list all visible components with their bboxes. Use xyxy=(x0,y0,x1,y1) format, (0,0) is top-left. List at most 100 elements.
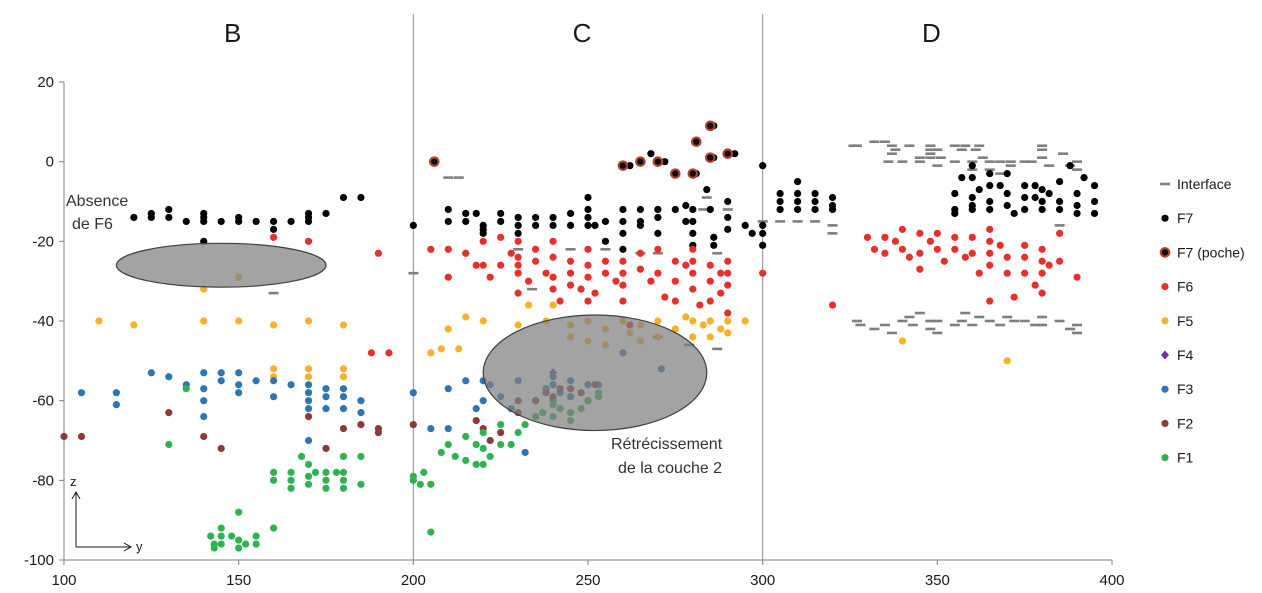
y-tick-label: -100 xyxy=(24,552,54,569)
data-point xyxy=(304,209,313,218)
data-point xyxy=(235,317,243,325)
data-point xyxy=(914,160,925,163)
data-point xyxy=(367,349,376,357)
y-tick-label: -60 xyxy=(32,393,54,410)
data-point xyxy=(525,301,533,309)
data-point xyxy=(322,393,330,401)
legend-marker xyxy=(1161,419,1169,427)
data-point xyxy=(235,217,243,226)
data-point xyxy=(444,217,452,226)
data-point xyxy=(794,177,802,186)
data-point xyxy=(1038,289,1046,297)
data-point xyxy=(1021,253,1029,261)
y-axis-letter: y xyxy=(136,539,143,554)
data-point xyxy=(883,160,894,163)
data-point xyxy=(357,452,365,461)
data-point xyxy=(689,217,697,226)
data-point xyxy=(712,347,723,351)
x-tick-label: 100 xyxy=(51,572,76,589)
data-point xyxy=(682,313,690,321)
zone-label-c: C xyxy=(573,18,592,48)
data-point xyxy=(462,249,470,257)
data-point xyxy=(1037,323,1048,327)
data-point xyxy=(984,168,995,171)
data-point xyxy=(654,269,662,277)
data-point xyxy=(690,136,702,148)
data-point xyxy=(886,152,897,155)
legend-marker xyxy=(1160,182,1170,186)
data-point xyxy=(332,468,341,476)
data-point xyxy=(699,321,707,329)
data-point xyxy=(712,251,723,255)
data-point xyxy=(1037,144,1048,148)
data-point xyxy=(1003,253,1011,261)
data-point xyxy=(698,208,709,211)
data-point xyxy=(916,229,924,237)
data-point xyxy=(1058,152,1069,155)
data-point xyxy=(701,196,712,199)
data-point xyxy=(532,245,540,253)
data-point xyxy=(717,269,725,277)
data-point xyxy=(130,213,138,222)
data-point xyxy=(689,205,697,214)
data-point xyxy=(940,257,948,265)
data-point xyxy=(497,209,505,218)
data-point xyxy=(776,189,784,198)
data-point xyxy=(933,229,941,237)
data-point xyxy=(986,297,994,305)
data-point xyxy=(112,401,120,409)
data-point xyxy=(932,148,943,152)
data-point xyxy=(689,333,697,341)
points-layer xyxy=(60,120,1099,552)
data-point xyxy=(704,120,716,132)
data-point xyxy=(1038,269,1046,277)
data-point xyxy=(996,181,1004,190)
data-point xyxy=(647,277,655,285)
data-point xyxy=(444,424,452,433)
data-point xyxy=(722,148,734,159)
data-point xyxy=(916,249,924,257)
data-point xyxy=(549,221,557,229)
legend-item: F6 xyxy=(1161,279,1194,295)
data-point xyxy=(956,319,967,323)
data-point xyxy=(1045,189,1053,198)
data-point xyxy=(304,472,313,480)
legend-item: Interface xyxy=(1160,176,1232,192)
data-point xyxy=(703,185,711,194)
data-point xyxy=(437,345,445,353)
data-point xyxy=(357,397,365,405)
data-point xyxy=(270,365,278,373)
data-point xyxy=(851,144,862,148)
data-point xyxy=(1037,156,1048,159)
data-point xyxy=(514,221,522,229)
data-point xyxy=(409,389,417,397)
data-point xyxy=(322,484,330,492)
data-point xyxy=(652,251,663,255)
data-point xyxy=(1056,197,1064,206)
data-point xyxy=(479,317,487,325)
series-f2 xyxy=(60,381,599,453)
data-point xyxy=(619,229,627,237)
data-point xyxy=(748,229,756,237)
data-point xyxy=(654,317,662,325)
data-point xyxy=(741,317,749,325)
data-point xyxy=(968,162,976,170)
data-point xyxy=(652,156,664,167)
x-tick-label: 350 xyxy=(925,572,950,589)
legend-label: F2 xyxy=(1177,415,1194,431)
data-point xyxy=(925,144,936,148)
data-point xyxy=(270,468,278,476)
data-point xyxy=(619,281,627,289)
data-point xyxy=(986,261,994,269)
data-point xyxy=(427,349,435,357)
data-point xyxy=(810,220,821,223)
data-point xyxy=(881,233,889,241)
data-point xyxy=(731,150,739,158)
data-point xyxy=(1073,201,1081,210)
data-point xyxy=(636,205,645,214)
data-point xyxy=(661,158,669,166)
data-point xyxy=(228,532,236,540)
data-point xyxy=(165,409,173,417)
data-point xyxy=(869,140,880,144)
data-point xyxy=(235,508,243,516)
